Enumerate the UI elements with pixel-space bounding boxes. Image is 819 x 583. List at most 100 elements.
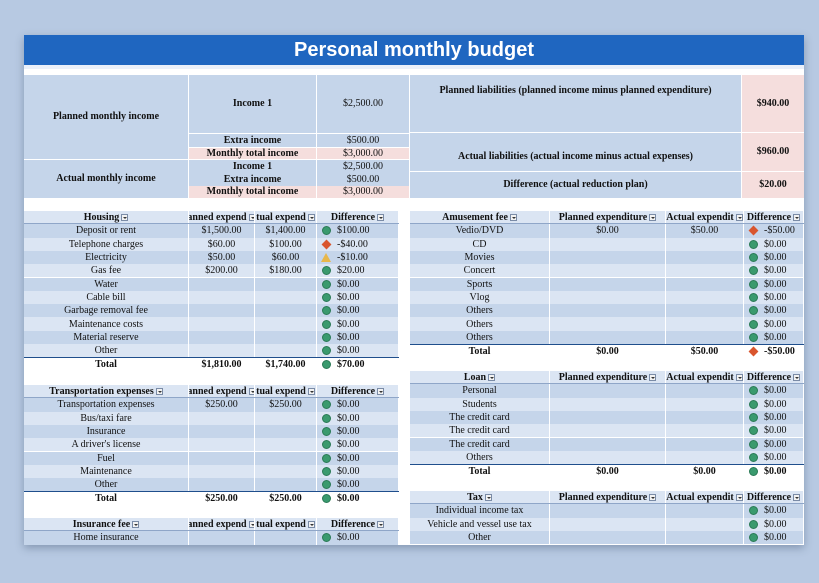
cell-item[interactable]: Home insurance — [24, 531, 189, 545]
cell-actual[interactable] — [255, 464, 317, 479]
cell-item[interactable]: Others — [410, 317, 550, 331]
cell-actual[interactable]: $1,740.00 — [255, 358, 317, 371]
cell-actual[interactable] — [255, 438, 317, 452]
cell-planned[interactable] — [550, 530, 666, 545]
cell-actual[interactable]: $60.00 — [255, 250, 317, 265]
cell-item[interactable]: Others — [410, 330, 550, 344]
filter-dropdown-icon[interactable] — [735, 493, 743, 501]
filter-dropdown-icon[interactable] — [735, 213, 743, 221]
column-header[interactable]: Difference — [744, 371, 804, 384]
column-header[interactable]: Planned expenditure — [550, 211, 666, 224]
cell-difference[interactable]: $0.00 — [744, 465, 804, 478]
actual-extra-label[interactable]: Extra income — [189, 173, 317, 186]
cell-actual[interactable] — [666, 424, 744, 438]
cell-item[interactable]: Telephone charges — [24, 237, 189, 251]
actual-extra-value[interactable]: $500.00 — [317, 173, 409, 186]
filter-dropdown-icon[interactable] — [377, 213, 385, 221]
filter-dropdown-icon[interactable] — [649, 373, 657, 381]
filter-dropdown-icon[interactable] — [307, 520, 315, 528]
cell-difference[interactable]: $0.00 — [317, 464, 399, 479]
cell-difference[interactable]: -$10.00 — [317, 250, 399, 265]
cell-planned[interactable]: $50.00 — [189, 250, 255, 265]
cell-actual[interactable]: $250.00 — [255, 398, 317, 412]
cell-actual[interactable] — [666, 530, 744, 545]
filter-dropdown-icon[interactable] — [649, 213, 657, 221]
cell-item[interactable]: Water — [24, 277, 189, 291]
cell-planned[interactable] — [550, 330, 666, 344]
cell-actual[interactable] — [666, 410, 744, 425]
column-header[interactable]: Housing — [24, 211, 189, 224]
cell-item[interactable]: Bus/taxi fare — [24, 411, 189, 425]
cell-actual[interactable] — [666, 304, 744, 318]
cell-difference[interactable]: $0.00 — [317, 451, 399, 465]
cell-item[interactable]: Garbage removal fee — [24, 304, 189, 318]
cell-item[interactable]: Cable bill — [24, 290, 189, 305]
cell-planned[interactable] — [189, 304, 255, 318]
cell-item[interactable]: Total — [410, 345, 550, 358]
cell-difference[interactable]: $0.00 — [744, 530, 804, 545]
cell-planned[interactable] — [550, 290, 666, 305]
cell-difference[interactable]: $100.00 — [317, 224, 399, 238]
cell-difference[interactable]: $0.00 — [317, 344, 399, 358]
cell-item[interactable]: Individual income tax — [410, 504, 550, 518]
cell-item[interactable]: Other — [24, 478, 189, 492]
cell-item[interactable]: Sports — [410, 277, 550, 291]
cell-item[interactable]: Others — [410, 304, 550, 318]
cell-item[interactable]: Electricity — [24, 250, 189, 265]
cell-planned[interactable]: $200.00 — [189, 264, 255, 278]
cell-planned[interactable]: $1,500.00 — [189, 224, 255, 238]
column-header[interactable]: Difference — [744, 211, 804, 224]
cell-item[interactable]: Other — [24, 344, 189, 358]
cell-planned[interactable]: $250.00 — [189, 398, 255, 412]
cell-item[interactable]: Other — [410, 530, 550, 545]
cell-planned[interactable] — [550, 504, 666, 518]
cell-item[interactable]: The credit card — [410, 424, 550, 438]
cell-difference[interactable]: $0.00 — [744, 397, 804, 411]
cell-item[interactable]: Total — [410, 465, 550, 478]
cell-item[interactable]: Deposit or rent — [24, 224, 189, 238]
cell-actual[interactable] — [666, 450, 744, 465]
cell-actual[interactable]: $250.00 — [255, 492, 317, 505]
column-header[interactable]: tual expend — [255, 211, 317, 224]
cell-difference[interactable]: $0.00 — [317, 492, 399, 505]
cell-planned[interactable] — [550, 277, 666, 291]
cell-item[interactable]: A driver's license — [24, 438, 189, 452]
cell-actual[interactable]: $50.00 — [666, 345, 744, 358]
column-header[interactable]: Loan — [410, 371, 550, 384]
cell-planned[interactable]: $0.00 — [550, 224, 666, 238]
cell-actual[interactable]: $100.00 — [255, 237, 317, 251]
filter-dropdown-icon[interactable] — [248, 520, 254, 528]
cell-actual[interactable] — [666, 517, 744, 531]
cell-item[interactable]: Personal — [410, 384, 550, 398]
filter-dropdown-icon[interactable] — [155, 387, 163, 395]
cell-planned[interactable] — [189, 438, 255, 452]
cell-actual[interactable] — [666, 264, 744, 278]
actual-liabilities-value[interactable]: $960.00 — [742, 133, 804, 171]
filter-dropdown-icon[interactable] — [307, 213, 315, 221]
cell-planned[interactable] — [550, 384, 666, 398]
column-header[interactable]: Difference — [317, 385, 399, 398]
cell-planned[interactable] — [550, 237, 666, 251]
filter-dropdown-icon[interactable] — [377, 520, 385, 528]
column-header[interactable]: tual expend — [255, 518, 317, 531]
cell-planned[interactable]: $0.00 — [550, 345, 666, 358]
cell-difference[interactable]: -$50.00 — [744, 345, 804, 358]
cell-actual[interactable] — [666, 317, 744, 331]
actual-income1-label[interactable]: Income 1 — [189, 160, 317, 173]
cell-planned[interactable] — [550, 397, 666, 411]
filter-dropdown-icon[interactable] — [121, 213, 129, 221]
cell-item[interactable]: Total — [24, 492, 189, 505]
cell-planned[interactable] — [189, 344, 255, 358]
cell-actual[interactable] — [666, 504, 744, 518]
filter-dropdown-icon[interactable] — [248, 387, 254, 395]
cell-difference[interactable]: $0.00 — [317, 398, 399, 412]
planned-extra-label[interactable]: Extra income — [189, 134, 317, 147]
cell-planned[interactable] — [189, 464, 255, 479]
cell-difference[interactable]: $0.00 — [744, 437, 804, 451]
filter-dropdown-icon[interactable] — [488, 373, 496, 381]
column-header[interactable]: Actual expendit — [666, 211, 744, 224]
filter-dropdown-icon[interactable] — [649, 493, 657, 501]
cell-planned[interactable]: $250.00 — [189, 492, 255, 505]
column-header[interactable]: Amusement fee — [410, 211, 550, 224]
cell-item[interactable]: Fuel — [24, 451, 189, 465]
